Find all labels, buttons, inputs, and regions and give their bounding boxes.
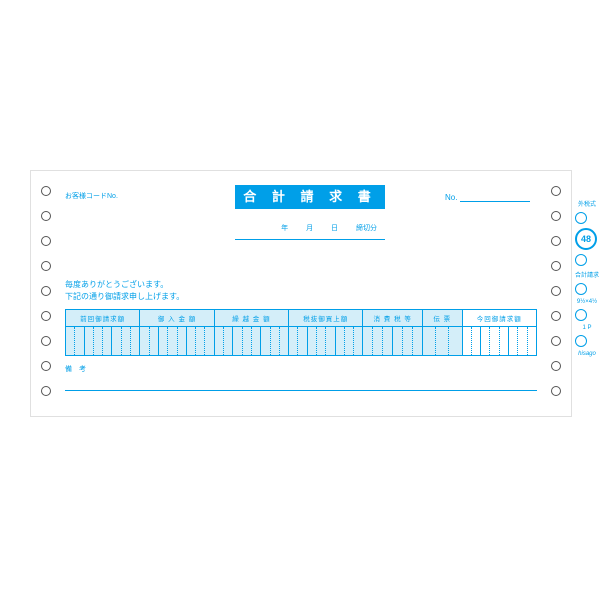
table-header: 繰 越 金 額 <box>214 310 288 327</box>
table-header: 税抜御買上額 <box>289 310 363 327</box>
greeting-text: 毎度ありがとうございます。 下記の通り御請求申し上げます。 <box>65 279 537 303</box>
table-header: 御 入 金 額 <box>140 310 214 327</box>
customer-code-label: お客様コードNo. <box>65 191 118 201</box>
table-cell <box>363 327 422 356</box>
date-field: 年 月 日 締切分 <box>235 223 385 240</box>
form-inner: お客様コードNo. 合 計 請 求 書 No. 年 月 日 締切分 毎度ありがと… <box>65 171 537 416</box>
sprocket-holes-right <box>546 171 566 416</box>
table-cell <box>214 327 288 356</box>
remarks-line <box>65 378 537 391</box>
table-header: 伝 票 <box>422 310 462 327</box>
table-cell <box>289 327 363 356</box>
table-cell <box>422 327 462 356</box>
table-cell <box>66 327 140 356</box>
table-header: 前回御請求額 <box>66 310 140 327</box>
table-cell <box>462 327 536 356</box>
table-cell <box>140 327 214 356</box>
no-field: No. <box>445 191 537 202</box>
table-header: 今回御請求額 <box>462 310 536 327</box>
sprocket-holes-left <box>36 171 56 416</box>
amount-table: 前回御請求額御 入 金 額繰 越 金 額税抜御買上額消 費 税 等伝 票今回御請… <box>65 309 537 356</box>
side-labels: 外税式48合計請求9½×4½1 Phisago <box>575 195 599 361</box>
remarks-label: 備 考 <box>65 364 537 374</box>
table-header: 消 費 税 等 <box>363 310 422 327</box>
invoice-form: お客様コードNo. 合 計 請 求 書 No. 年 月 日 締切分 毎度ありがと… <box>30 170 572 417</box>
form-title: 合 計 請 求 書 <box>235 185 385 209</box>
no-label: No. <box>445 193 457 202</box>
